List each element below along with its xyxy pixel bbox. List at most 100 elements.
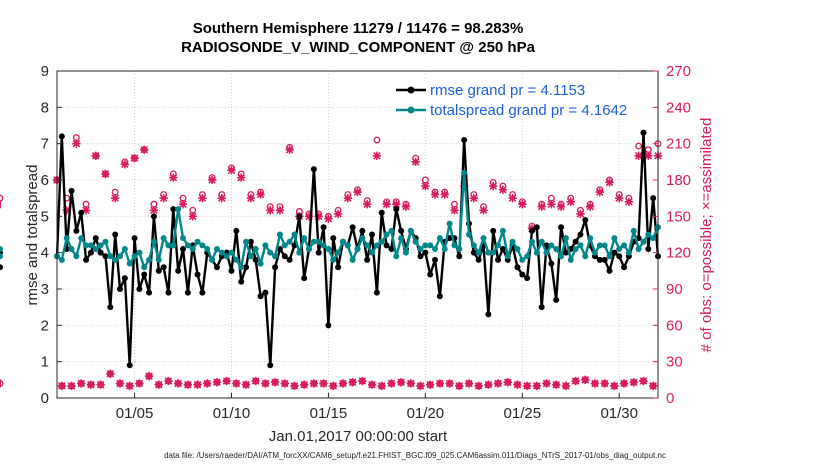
series-point-0 [281,253,288,260]
series-point-1 [257,260,264,267]
series-point-1 [572,246,579,253]
series-point-1 [78,235,85,242]
series-point-0 [606,267,613,274]
obs-assimilated-marker [619,379,629,388]
series-point-1 [427,242,434,249]
obs-assimilated-marker [140,145,149,154]
series-point-1 [320,242,327,249]
obs-assimilated-marker [251,376,260,386]
y-tick-label: 7 [41,136,49,153]
series-point-1 [616,246,623,253]
series-point-0 [650,195,657,202]
series-point-1 [407,227,414,234]
obs-assimilated-marker [469,194,478,203]
series-point-1 [490,249,497,256]
series-point-1 [470,242,477,249]
obs-assimilated-marker [542,379,551,388]
legend-spread-label: totalspread grand pr = 4.1642 [430,102,627,119]
series-point-0 [252,256,259,263]
obs-assimilated-marker [178,200,188,209]
obs-assimilated-marker [489,181,498,191]
series-point-1 [524,253,531,260]
series-point-1 [335,249,342,256]
obs-assimilated-marker [135,379,144,388]
series-point-1 [92,246,99,253]
series-point-1 [126,260,133,267]
series-point-1 [68,246,75,253]
obs-assimilated-marker [227,166,236,175]
obs-assimilated-marker [455,381,464,391]
series-point-0 [582,216,589,223]
series-point-0 [92,235,99,242]
series-point-1 [504,253,511,260]
obs-assimilated-marker [217,194,226,203]
obs-assimilated-marker [518,200,527,209]
series-point-1 [97,242,104,249]
series-point-1 [451,242,458,249]
series-point-1 [238,264,245,271]
obs-assimilated-marker [270,378,280,387]
series-point-1 [548,242,555,249]
series-point-1 [310,238,317,245]
obs-assimilated-marker [377,381,386,391]
series-point-1 [131,253,138,260]
series-point-0 [330,235,337,242]
series-point-1 [0,253,3,260]
y-tick-label: 1 [41,354,49,371]
obs-assimilated-marker [590,379,600,388]
obs-assimilated-marker [329,381,338,391]
series-point-0 [422,249,429,256]
obs-assimilated-marker [212,378,222,387]
series-point-0 [107,304,114,311]
series-point-1 [398,235,405,242]
obs-assimilated-marker [493,379,503,388]
y-tick-label: 4 [41,245,49,262]
obs-assimilated-marker [537,202,546,211]
series-point-1 [112,256,119,263]
series-point-1 [432,246,439,253]
series-point-0 [276,246,283,253]
obs-assimilated-marker [222,376,231,386]
series-point-0 [364,256,371,263]
series-point-1 [621,242,628,249]
series-point-0 [490,227,497,234]
series-point-0 [199,289,206,296]
series-point-1 [204,246,211,253]
series-point-0 [562,249,569,256]
obs-assimilated-marker [338,379,348,388]
series-point-0 [378,209,385,216]
series-point-1 [87,242,94,249]
series-point-1 [553,246,560,253]
obs-assimilated-marker [309,379,319,388]
obs-assimilated-marker [275,206,285,215]
series-point-0 [267,362,274,369]
obs-assimilated-marker [411,157,420,166]
series-point-1 [0,246,3,253]
series-point-1 [349,256,356,263]
series-point-1 [388,227,395,234]
y-right-tick-label: 210 [666,136,691,153]
series-point-1 [252,246,259,253]
obs-assimilated-marker [474,381,483,391]
series-point-1 [359,235,366,242]
y-right-tick-label: 120 [666,245,691,262]
series-point-1 [422,242,429,249]
series-point-0 [528,227,535,234]
obs-assimilated-marker [639,376,648,386]
series-point-0 [131,235,138,242]
series-point-1 [228,249,235,256]
series-point-0 [436,293,443,300]
x-tick-label: 01/10 [213,405,251,422]
obs-assimilated-marker [435,379,445,388]
obs-assimilated-marker [552,380,561,389]
obs-assimilated-marker [503,378,512,387]
series-point-0 [58,133,65,140]
series-point-1 [369,249,376,256]
series-point-1 [209,256,216,263]
obs-assimilated-marker [561,381,571,391]
series-point-1 [630,227,637,234]
series-point-0 [155,267,162,274]
obs-assimilated-marker [149,206,159,215]
series-point-0 [349,224,356,231]
obs-assimilated-marker [120,160,130,169]
